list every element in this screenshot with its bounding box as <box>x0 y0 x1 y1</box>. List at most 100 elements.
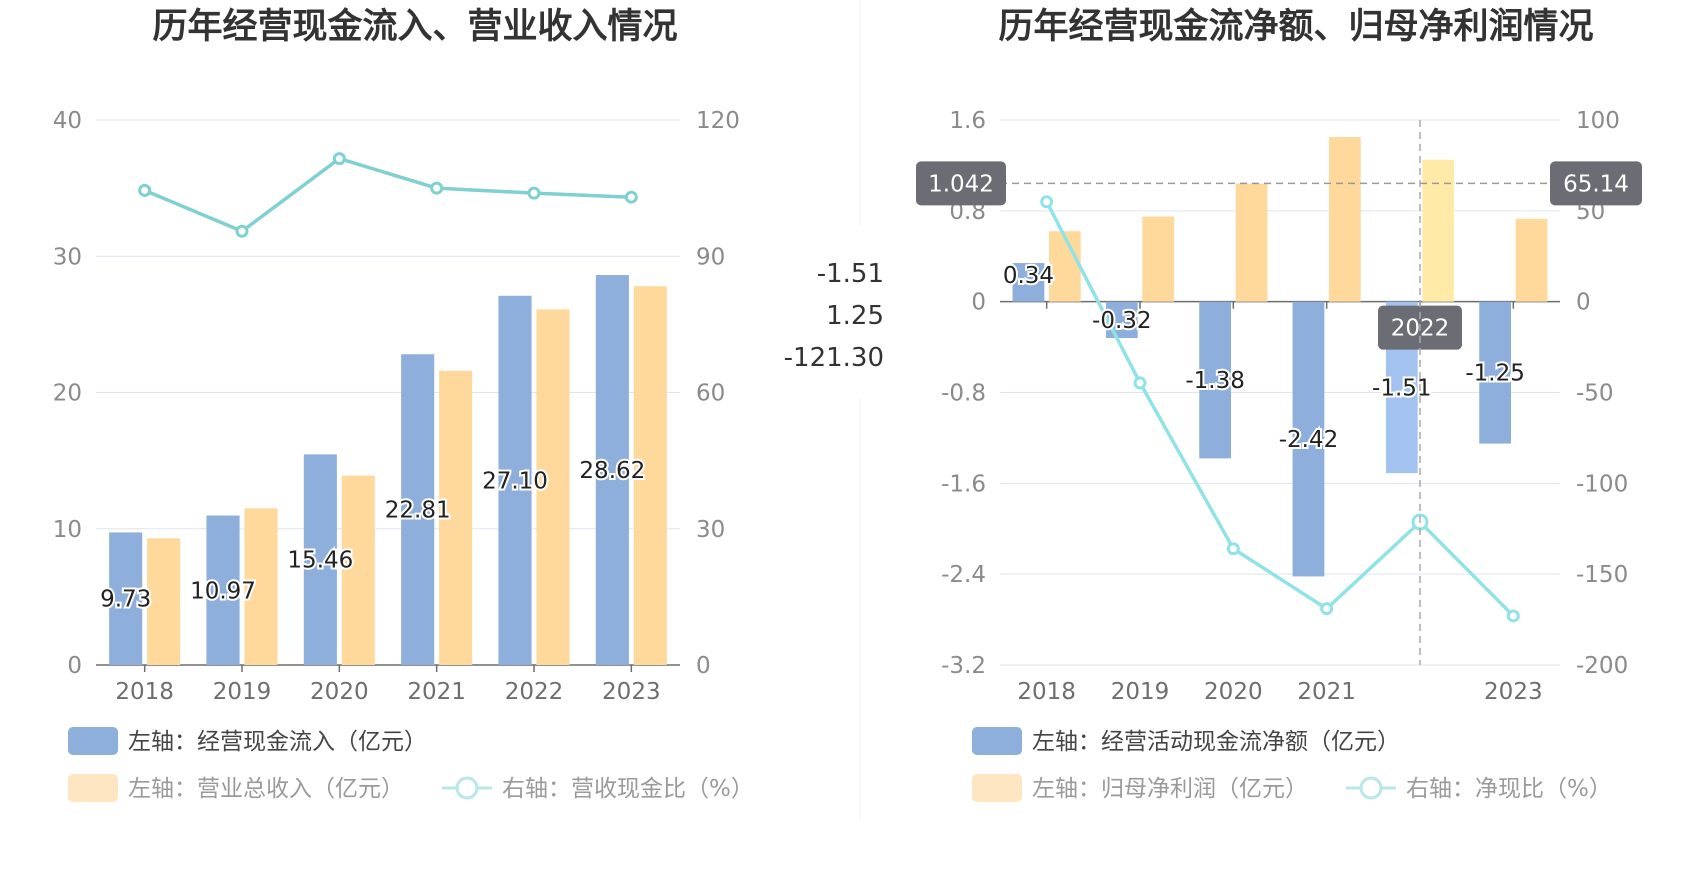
legend-marker-icon-net-cash-ratio[interactable] <box>1359 776 1383 800</box>
x-tick-label: 2022 <box>505 679 564 705</box>
bar-cash-inflow <box>401 354 435 665</box>
bar-operating-cash-flow <box>1105 301 1138 338</box>
x-tick-label: 2019 <box>213 679 272 705</box>
line-point <box>138 183 152 197</box>
y-left-tick-label: -3.2 <box>941 653 986 679</box>
tooltip-line-cash-flow: -1.51 <box>817 259 884 289</box>
bar-revenue <box>341 475 375 665</box>
y-right-tick-label: 100 <box>1576 108 1620 134</box>
chart2-title: 历年经营现金流净额、归母净利润情况 <box>998 6 1593 47</box>
bar-revenue <box>244 508 278 665</box>
y-right-tick-label: 120 <box>696 108 740 134</box>
bar-data-label: -1.25 <box>1465 361 1525 387</box>
bar-net-profit <box>1422 159 1455 302</box>
x-tick-label: 2021 <box>1297 679 1356 705</box>
tooltip-line-net-profit: 1.25 <box>826 301 884 331</box>
bar-revenue <box>147 538 181 665</box>
y-left-tick-label: 20 <box>53 381 82 407</box>
line-point <box>1506 609 1520 623</box>
bar-data-label: -2.42 <box>1279 427 1339 453</box>
y-right-tick-label: 30 <box>696 517 725 543</box>
y-right-tick-label: -150 <box>1576 562 1628 588</box>
y-right-tick-label: -200 <box>1576 653 1628 679</box>
bar-operating-cash-flow <box>1199 301 1231 459</box>
bar-data-label: 0.34 <box>1003 263 1054 289</box>
bar-data-label: 15.46 <box>287 548 353 574</box>
tooltip-box <box>770 226 900 398</box>
bar-operating-cash-flow <box>1012 263 1045 302</box>
x-tick-label: 2023 <box>1484 679 1543 705</box>
y-left-tick-label: -0.8 <box>941 381 986 407</box>
bar-revenue <box>439 370 473 665</box>
x-tick-label: 2020 <box>310 679 369 705</box>
bar-data-label: -0.32 <box>1092 308 1152 334</box>
y-right-tick-label: 0 <box>1576 290 1591 316</box>
bar-data-label: -1.38 <box>1185 368 1245 394</box>
y-left-tick-label: 30 <box>53 244 82 270</box>
bar-revenue <box>633 286 667 665</box>
x-tick-label: 2018 <box>115 679 174 705</box>
legend-label-net-cash-ratio[interactable]: 右轴：净现比（%） <box>1406 776 1612 802</box>
bar-net-profit <box>1329 137 1361 302</box>
x-tick-label: 2020 <box>1204 679 1263 705</box>
legend-swatch-net-profit[interactable] <box>972 774 1022 802</box>
line-net-cash-ratio <box>1045 200 1515 618</box>
legend-label-revenue[interactable]: 左轴：营业总收入（亿元） <box>128 776 404 802</box>
x-tick-label: 2023 <box>602 679 661 705</box>
line-point <box>1320 602 1334 616</box>
legend-swatch-cash-inflow[interactable] <box>68 727 118 755</box>
pointer-right-value: 65.14 <box>1563 171 1629 197</box>
x-tick-label: 2021 <box>407 679 466 705</box>
y-right-tick-label: -50 <box>1576 381 1614 407</box>
bar-data-label: 9.73 <box>100 587 151 613</box>
x-tick-label: 2019 <box>1111 679 1170 705</box>
line-point <box>1133 376 1147 390</box>
tooltip-line-net-cash-ratio: -121.30 <box>784 343 884 373</box>
line-point <box>332 152 346 166</box>
bar-operating-cash-flow <box>1479 301 1511 444</box>
legend-label-cash-ratio[interactable]: 右轴：营收现金比（%） <box>502 776 754 802</box>
bar-cash-inflow <box>109 532 143 665</box>
y-left-tick-label: -1.6 <box>941 471 986 497</box>
pointer-right-badge <box>1550 161 1642 206</box>
bar-data-label: 28.62 <box>579 458 645 484</box>
legend-swatch-revenue[interactable] <box>68 774 118 802</box>
line-point <box>1226 542 1240 556</box>
line-point <box>1040 195 1054 209</box>
chart1-title: 历年经营现金流入、营业收入情况 <box>152 6 677 47</box>
y-left-tick-label: -2.4 <box>941 562 986 588</box>
y-left-tick-label: 0 <box>971 290 986 316</box>
y-right-tick-label: 90 <box>696 244 725 270</box>
legend-swatch-operating-cash-flow[interactable] <box>972 727 1022 755</box>
pointer-left-value: 1.042 <box>928 171 994 197</box>
bar-net-profit <box>1049 231 1081 302</box>
y-left-tick-label: 40 <box>53 108 82 134</box>
bar-data-label: 22.81 <box>385 498 451 524</box>
bar-data-label: 10.97 <box>190 578 256 604</box>
x-tick-label: 2018 <box>1017 679 1076 705</box>
bar-net-profit <box>1235 183 1268 302</box>
line-point <box>430 181 444 195</box>
y-left-tick-label: 10 <box>53 517 82 543</box>
bar-data-label: -1.51 <box>1372 375 1432 401</box>
legend-label-net-profit[interactable]: 左轴：归母净利润（亿元） <box>1032 776 1308 802</box>
legend-label-cash-inflow[interactable]: 左轴：经营现金流入（亿元） <box>128 729 427 755</box>
y-right-tick-label: 60 <box>696 381 725 407</box>
bar-cash-inflow <box>206 515 240 665</box>
bar-revenue <box>536 309 570 665</box>
y-left-tick-label: 1.6 <box>949 108 986 134</box>
line-cash-ratio <box>143 156 632 234</box>
bar-net-profit <box>1515 218 1548 302</box>
line-point <box>527 186 541 200</box>
bar-cash-inflow <box>303 454 337 665</box>
bar-cash-inflow <box>498 295 532 665</box>
pointer-left-badge <box>916 161 1006 206</box>
line-point <box>624 190 638 204</box>
bar-operating-cash-flow <box>1292 301 1325 577</box>
y-right-tick-label: 0 <box>696 653 711 679</box>
bar-data-label: 27.10 <box>482 468 548 494</box>
legend-label-operating-cash-flow[interactable]: 左轴：经营活动现金流净额（亿元） <box>1032 729 1400 755</box>
legend-marker-icon-cash-ratio[interactable] <box>455 776 479 800</box>
